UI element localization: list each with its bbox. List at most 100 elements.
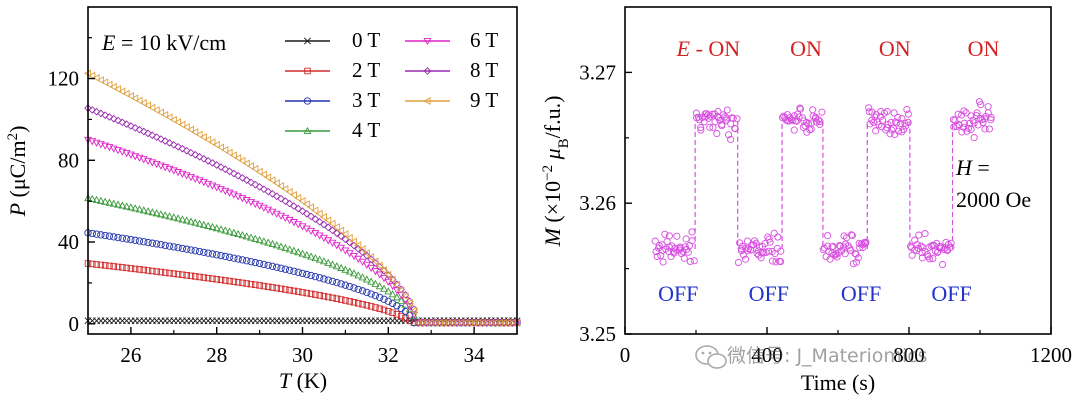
left-point-1 xyxy=(333,295,341,302)
right-point xyxy=(765,235,773,243)
left-point-1 xyxy=(157,268,165,276)
left-point-6 xyxy=(143,101,152,110)
right-point xyxy=(761,240,769,248)
left-xtick-label: 34 xyxy=(464,343,486,367)
right-point xyxy=(866,120,874,128)
left-point-6 xyxy=(324,216,332,225)
legend-marker xyxy=(303,37,312,45)
left-point-2 xyxy=(191,247,199,255)
left-point-2 xyxy=(320,275,328,283)
left-point-4 xyxy=(229,191,238,199)
right-point xyxy=(987,116,995,124)
left-point-5 xyxy=(255,183,264,191)
right-point xyxy=(895,127,903,135)
left-point-6 xyxy=(113,85,122,94)
left-point-3 xyxy=(92,195,101,203)
left-point-5 xyxy=(92,107,101,116)
right-point xyxy=(876,113,885,121)
right-point xyxy=(692,109,700,117)
left-point-5 xyxy=(315,218,324,226)
left-point-6 xyxy=(88,71,96,80)
left-point-6 xyxy=(469,318,478,327)
left-point-2 xyxy=(371,292,380,300)
left-point-6 xyxy=(508,318,516,327)
left-point-6 xyxy=(418,318,426,327)
left-ylabel-close: ) xyxy=(5,126,30,133)
left-point-6 xyxy=(212,140,220,149)
left-point-5 xyxy=(268,190,277,198)
left-ytick-label: 120 xyxy=(48,67,80,91)
left-point-5 xyxy=(148,131,157,140)
right-point xyxy=(716,116,724,124)
left-point-6 xyxy=(332,223,340,232)
left-point-6 xyxy=(422,318,430,327)
left-point-5 xyxy=(238,174,247,182)
right-ytick-label: 3.26 xyxy=(579,191,616,215)
left-point-1 xyxy=(230,278,238,285)
left-point-1 xyxy=(324,293,332,301)
right-point xyxy=(665,232,673,240)
left-point-5 xyxy=(114,116,122,125)
left-point-6 xyxy=(264,173,272,182)
left-point-3 xyxy=(319,257,328,265)
left-point-1 xyxy=(179,271,186,278)
right-ylabel-mu: μ xyxy=(540,148,565,165)
right-point xyxy=(738,242,746,250)
field-value: 2000 Oe xyxy=(956,187,1031,212)
right-xtick-label: 800 xyxy=(893,343,925,367)
left-point-6 xyxy=(482,318,490,327)
right-connector-lines xyxy=(694,120,954,249)
left-legend: 0 T 2 T 3 T 4 T 6 T 8 T 9 T xyxy=(285,28,498,142)
left-point-3 xyxy=(302,250,311,259)
left-point-3 xyxy=(311,253,320,262)
left-point-6 xyxy=(452,318,460,327)
right-point xyxy=(942,238,950,246)
left-point-1 xyxy=(269,284,276,291)
left-point-6 xyxy=(306,203,315,212)
right-xtick-label: 400 xyxy=(751,343,783,367)
left-point-2 xyxy=(122,235,131,243)
legend-entry: 9 T xyxy=(405,88,498,112)
left-point-5 xyxy=(225,167,234,176)
left-point-6 xyxy=(311,206,319,215)
legend-entry: 6 T xyxy=(405,28,498,52)
left-point-3 xyxy=(281,243,290,251)
left-point-5 xyxy=(101,111,109,120)
right-point xyxy=(939,260,947,269)
left-point-3 xyxy=(367,277,376,285)
right-point xyxy=(658,241,666,249)
left-point-2 xyxy=(328,277,337,286)
left-point-6 xyxy=(495,318,503,327)
left-point-1 xyxy=(149,267,156,275)
left-annotation-rest: = 10 kV/cm xyxy=(115,30,226,55)
legend-entry: 4 T xyxy=(285,118,380,142)
right-point xyxy=(947,243,955,251)
left-point-6 xyxy=(461,318,469,327)
left-point-1 xyxy=(337,296,345,303)
right-point xyxy=(673,232,681,240)
left-point-3 xyxy=(105,198,114,206)
left-point-3 xyxy=(242,232,251,240)
right-point xyxy=(722,114,730,122)
left-point-1 xyxy=(350,299,358,306)
left-point-2 xyxy=(376,293,384,302)
left-point-2 xyxy=(195,247,204,256)
left-point-1 xyxy=(312,291,319,298)
right-point xyxy=(764,247,773,255)
left-point-3 xyxy=(186,217,195,225)
right-point xyxy=(659,258,667,266)
left-point-2 xyxy=(410,319,418,327)
off-label: OFF xyxy=(658,281,698,306)
left-point-1 xyxy=(110,263,117,270)
left-point-2 xyxy=(350,284,358,292)
right-point xyxy=(706,123,714,131)
left-point-3 xyxy=(362,275,371,283)
left-point-1 xyxy=(389,309,396,316)
left-point-2 xyxy=(255,259,264,268)
left-point-2 xyxy=(88,229,96,238)
left-point-6 xyxy=(109,82,117,91)
left-point-3 xyxy=(384,287,393,295)
left-y-axis-label: P (μC/m2) xyxy=(5,126,30,218)
right-segment-on xyxy=(778,104,826,136)
right-point xyxy=(680,254,688,262)
